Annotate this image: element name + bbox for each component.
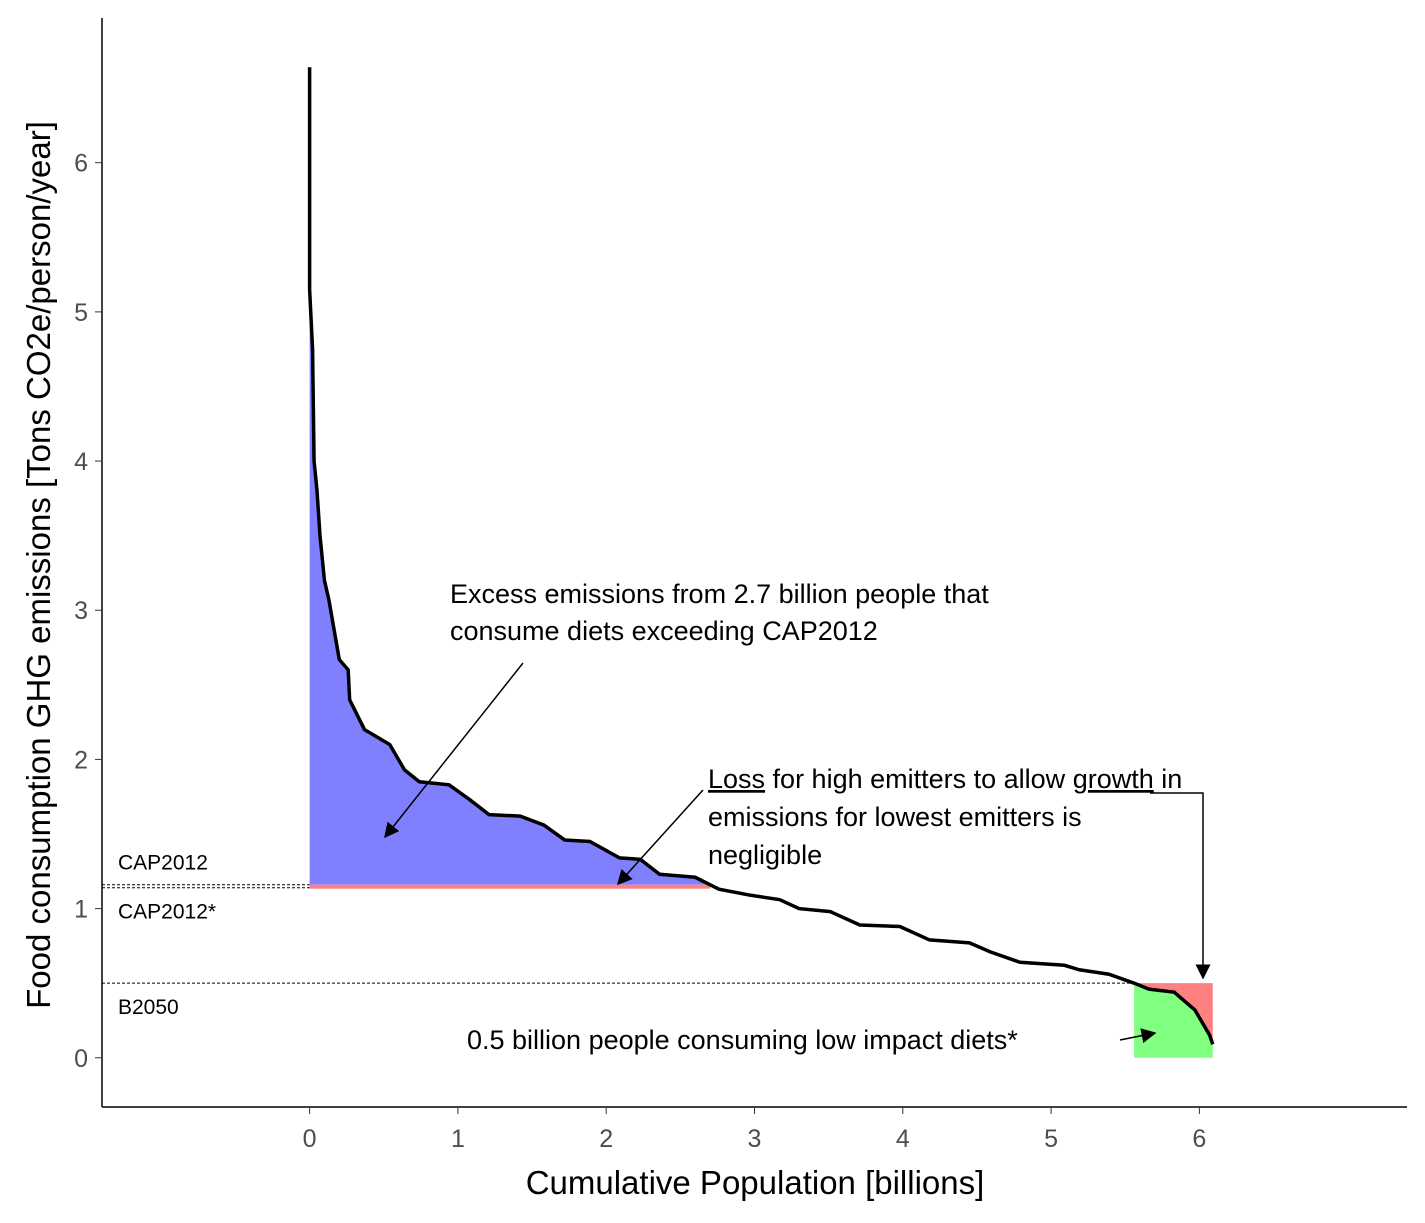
y-tick-label: 6 [74,150,88,178]
excess-emissions-area [309,67,711,885]
x-tick-label: 0 [303,1125,317,1153]
annotation-loss-3: negligible [708,840,822,870]
x-axis-label: Cumulative Population [billions] [526,1164,985,1201]
emissions-curve [307,67,1215,1045]
arrow-low [1119,1028,1157,1044]
reference-label: CAP2012* [118,901,216,924]
y-tick-label: 4 [74,448,88,476]
y-tick-label: 0 [74,1045,88,1073]
growth-gap-area [1134,983,1213,1045]
annotation-excess-1: Excess emissions from 2.7 billion people… [450,579,989,609]
annotation-low: 0.5 billion people consuming low impact … [467,1025,1018,1055]
y-tick-label: 2 [74,746,88,774]
arrow-excess [384,662,524,839]
reference-label: CAP2012 [118,852,208,875]
x-tick-label: 3 [748,1125,762,1153]
arrow-growth [1150,792,1211,980]
x-tick-label: 1 [451,1125,465,1153]
annotation-loss-2: emissions for lowest emitters is [708,802,1082,832]
annotation-excess-2: consume diets exceeding CAP2012 [450,616,878,646]
x-tick-label: 4 [896,1125,910,1153]
y-tick-label: 3 [74,597,88,625]
y-tick-label: 5 [74,299,88,327]
y-tick-label: 1 [74,896,88,924]
x-tick-label: 6 [1192,1125,1206,1153]
y-axis-label: Food consumption GHG emissions [Tons CO2… [20,121,57,1009]
x-tick-label: 2 [599,1125,613,1153]
x-tick-label: 5 [1044,1125,1058,1153]
loss-band [309,884,711,889]
arrow-loss [616,789,704,886]
annotation-loss-1: Loss for high emitters to allow growth i… [708,764,1182,794]
reference-label: B2050 [118,996,179,1019]
